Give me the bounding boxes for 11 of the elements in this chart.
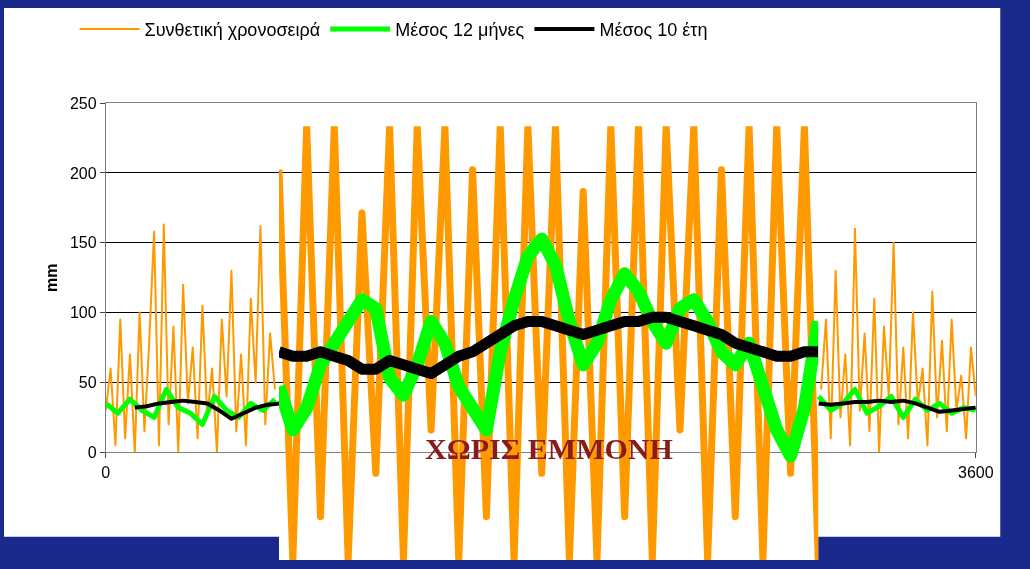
y-tick-label: 150	[69, 234, 97, 252]
y-tick-label: 50	[78, 374, 97, 392]
y-tick-label: 250	[69, 94, 97, 112]
y-tick-label: 100	[69, 304, 97, 322]
y-tick-label: 0	[87, 443, 97, 461]
legend-label: Συνθετική χρονοσειρά	[144, 19, 321, 40]
legend-label: Μέσος 12 μήνες	[395, 19, 525, 40]
y-axis-title: mm	[42, 263, 60, 292]
y-tick-label: 200	[69, 164, 97, 182]
legend-label: Μέσος 10 έτη	[599, 19, 708, 40]
x-tick-label: 3600	[957, 463, 994, 481]
